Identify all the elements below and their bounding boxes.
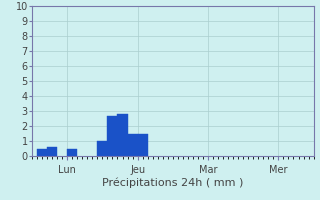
Bar xyxy=(67,148,77,156)
Bar xyxy=(117,114,128,156)
Bar xyxy=(138,134,148,156)
X-axis label: Précipitations 24h ( mm ): Précipitations 24h ( mm ) xyxy=(102,178,244,188)
Bar xyxy=(97,141,108,156)
Bar xyxy=(47,147,57,156)
Bar xyxy=(37,148,47,156)
Bar xyxy=(108,116,117,156)
Bar xyxy=(128,134,138,156)
